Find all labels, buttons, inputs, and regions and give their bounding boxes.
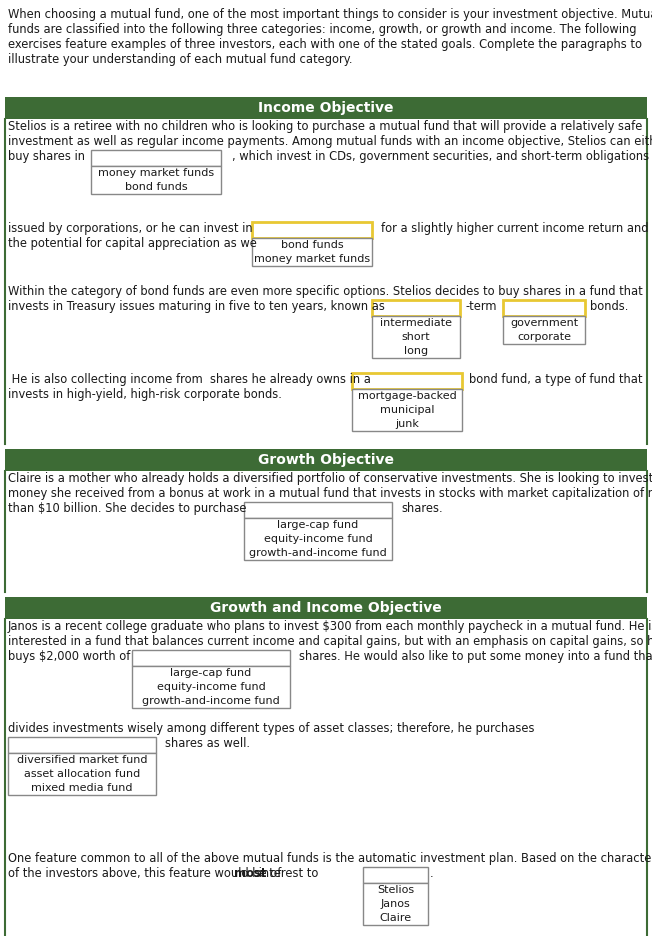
Text: Claire is a mother who already holds a diversified portfolio of conservative inv: Claire is a mother who already holds a d… <box>8 472 652 485</box>
Bar <box>352 373 462 389</box>
Text: short: short <box>402 332 430 342</box>
Text: mortgage-backed: mortgage-backed <box>358 391 456 401</box>
Text: long: long <box>404 346 428 356</box>
Text: Janos: Janos <box>381 899 410 909</box>
Text: He is also collecting income from  shares he already owns in a: He is also collecting income from shares… <box>8 373 371 386</box>
Text: growth-and-income fund: growth-and-income fund <box>142 696 280 706</box>
Bar <box>252 238 372 266</box>
Bar <box>5 449 647 471</box>
Text: junk: junk <box>395 419 419 429</box>
Text: shares.: shares. <box>401 502 443 515</box>
Text: Growth and Income Objective: Growth and Income Objective <box>210 601 442 615</box>
Text: When choosing a mutual fund, one of the most important things to consider is you: When choosing a mutual fund, one of the … <box>8 8 652 21</box>
Text: interest to: interest to <box>255 867 318 880</box>
Text: Stelios: Stelios <box>377 885 414 895</box>
Bar <box>91 150 221 166</box>
Text: for a slightly higher current income return and: for a slightly higher current income ret… <box>381 222 649 235</box>
Text: , which invest in CDs, government securities, and short-term obligations: , which invest in CDs, government securi… <box>232 150 649 163</box>
Text: diversified market fund: diversified market fund <box>17 755 147 765</box>
Bar <box>5 97 647 119</box>
Text: money market funds: money market funds <box>254 254 370 264</box>
Text: corporate: corporate <box>517 332 571 342</box>
Text: money she received from a bonus at work in a mutual fund that invests in stocks : money she received from a bonus at work … <box>8 487 652 500</box>
Text: shares as well.: shares as well. <box>165 737 250 750</box>
Text: Growth Objective: Growth Objective <box>258 453 394 467</box>
Bar <box>5 597 647 619</box>
Text: equity-income fund: equity-income fund <box>263 534 372 544</box>
Text: equity-income fund: equity-income fund <box>156 682 265 692</box>
Text: bond funds: bond funds <box>125 182 187 192</box>
Bar <box>372 316 460 358</box>
Text: large-cap fund: large-cap fund <box>170 668 252 678</box>
Bar <box>132 650 290 666</box>
Text: .: . <box>430 867 434 880</box>
Text: buy shares in: buy shares in <box>8 150 85 163</box>
Text: asset allocation fund: asset allocation fund <box>24 769 140 779</box>
Bar <box>244 502 392 518</box>
Text: investment as well as regular income payments. Among mutual funds with an income: investment as well as regular income pay… <box>8 135 652 148</box>
Text: Claire: Claire <box>379 913 411 923</box>
Text: issued by corporations, or he can invest in: issued by corporations, or he can invest… <box>8 222 252 235</box>
Text: exercises feature examples of three investors, each with one of the stated goals: exercises feature examples of three inve… <box>8 38 642 51</box>
Text: Income Objective: Income Objective <box>258 101 394 115</box>
Text: most: most <box>234 867 267 880</box>
Text: invests in high-yield, high-risk corporate bonds.: invests in high-yield, high-risk corpora… <box>8 388 282 401</box>
Text: bond funds: bond funds <box>281 240 344 250</box>
Text: mixed media fund: mixed media fund <box>31 783 133 793</box>
Text: funds are classified into the following three categories: income, growth, or gro: funds are classified into the following … <box>8 23 636 36</box>
Text: invests in Treasury issues maturing in five to ten years, known as: invests in Treasury issues maturing in f… <box>8 300 385 313</box>
Text: bond fund, a type of fund that: bond fund, a type of fund that <box>469 373 642 386</box>
Text: bonds.: bonds. <box>590 300 629 313</box>
Bar <box>8 737 156 753</box>
Bar <box>363 867 428 883</box>
Text: municipal: municipal <box>379 405 434 415</box>
Text: illustrate your understanding of each mutual fund category.: illustrate your understanding of each mu… <box>8 53 353 66</box>
Bar <box>252 222 372 238</box>
Bar <box>132 666 290 708</box>
Text: interested in a fund that balances current income and capital gains, but with an: interested in a fund that balances curre… <box>8 635 652 648</box>
Bar <box>244 518 392 560</box>
Bar <box>503 300 585 316</box>
Text: shares. He would also like to put some money into a fund that: shares. He would also like to put some m… <box>299 650 652 663</box>
Text: One feature common to all of the above mutual funds is the automatic investment : One feature common to all of the above m… <box>8 852 652 865</box>
Text: -term: -term <box>465 300 497 313</box>
Text: of the investors above, this feature would be of: of the investors above, this feature wou… <box>8 867 285 880</box>
Bar <box>352 389 462 431</box>
Text: intermediate: intermediate <box>380 318 452 328</box>
Bar <box>91 166 221 194</box>
Text: money market funds: money market funds <box>98 168 214 178</box>
Text: large-cap fund: large-cap fund <box>277 520 359 530</box>
Text: Within the category of bond funds are even more specific options. Stelios decide: Within the category of bond funds are ev… <box>8 285 643 298</box>
Text: Stelios is a retiree with no children who is looking to purchase a mutual fund t: Stelios is a retiree with no children wh… <box>8 120 642 133</box>
Bar <box>503 316 585 344</box>
Text: Janos is a recent college graduate who plans to invest $300 from each monthly pa: Janos is a recent college graduate who p… <box>8 620 652 633</box>
Text: government: government <box>510 318 578 328</box>
Bar <box>8 753 156 795</box>
Text: the potential for capital appreciation as we: the potential for capital appreciation a… <box>8 237 257 250</box>
Bar <box>363 883 428 925</box>
Bar <box>372 300 460 316</box>
Text: growth-and-income fund: growth-and-income fund <box>249 548 387 558</box>
Text: divides investments wisely among different types of asset classes; therefore, he: divides investments wisely among differe… <box>8 722 535 735</box>
Text: than $10 billion. She decides to purchase: than $10 billion. She decides to purchas… <box>8 502 246 515</box>
Text: buys $2,000 worth of: buys $2,000 worth of <box>8 650 130 663</box>
